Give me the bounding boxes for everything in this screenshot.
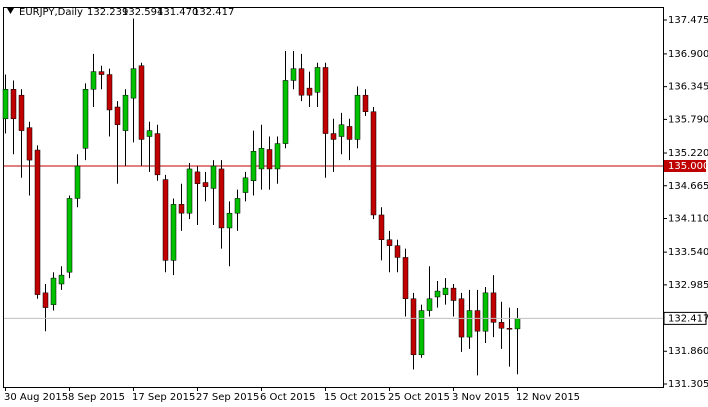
candle-body bbox=[338, 124, 345, 137]
candle-body bbox=[490, 292, 497, 323]
y-tick-label: 137.475 bbox=[668, 15, 708, 26]
y-tick-label: 134.110 bbox=[668, 214, 708, 225]
candle-body bbox=[418, 310, 425, 356]
candle-body bbox=[410, 298, 417, 356]
candle-body bbox=[226, 212, 233, 229]
candle-body bbox=[162, 179, 169, 261]
candle-body bbox=[210, 165, 217, 189]
candle-body bbox=[98, 71, 105, 75]
y-tick-label: 133.540 bbox=[668, 247, 708, 258]
candle-body bbox=[178, 204, 185, 214]
header-open: 132.239 bbox=[87, 7, 128, 18]
candle-body bbox=[194, 171, 201, 184]
last-price-label: 132.417 bbox=[668, 313, 708, 324]
x-tick-label: 25 Oct 2015 bbox=[388, 392, 450, 403]
candle-body bbox=[466, 310, 473, 338]
candle-body bbox=[514, 318, 521, 330]
candle-body bbox=[290, 68, 297, 81]
candle-body bbox=[274, 143, 281, 170]
candle-body bbox=[202, 182, 209, 187]
y-tick-label: 135.220 bbox=[668, 148, 708, 159]
candle-body bbox=[266, 149, 273, 170]
candle-body bbox=[34, 149, 41, 295]
candle-body bbox=[506, 327, 513, 330]
candle-body bbox=[474, 310, 481, 332]
candle-body bbox=[306, 87, 313, 96]
candle-body bbox=[130, 68, 137, 99]
candle-body bbox=[426, 298, 433, 311]
candle-body bbox=[450, 287, 457, 301]
candle-body bbox=[498, 322, 505, 329]
candle-body bbox=[354, 94, 361, 140]
candle-body bbox=[314, 67, 321, 93]
candle-body bbox=[394, 245, 401, 258]
candle-body bbox=[122, 94, 129, 131]
candle-body bbox=[154, 133, 161, 176]
x-tick-label: 17 Sep 2015 bbox=[132, 392, 195, 403]
candle-body bbox=[250, 150, 257, 181]
candle-body bbox=[90, 71, 97, 90]
candle-body bbox=[442, 287, 449, 295]
candle-body bbox=[482, 292, 489, 332]
x-tick-label: 15 Oct 2015 bbox=[324, 392, 386, 403]
candle-body bbox=[10, 89, 17, 120]
x-tick-label: 8 Sep 2015 bbox=[68, 392, 125, 403]
header-close: 132.417 bbox=[193, 7, 234, 18]
header-low: 131.470 bbox=[157, 7, 198, 18]
candle-body bbox=[18, 94, 25, 131]
y-tick-label: 136.345 bbox=[668, 82, 708, 93]
candle-body bbox=[322, 67, 329, 134]
plot-frame bbox=[3, 7, 664, 388]
candle-body bbox=[66, 198, 73, 273]
x-tick-label: 30 Aug 2015 bbox=[4, 392, 68, 403]
y-tick-label: 134.665 bbox=[668, 181, 708, 192]
candle-body bbox=[346, 126, 353, 140]
collapse-icon bbox=[7, 8, 14, 14]
candle-body bbox=[298, 68, 305, 96]
reference-label-box bbox=[664, 159, 706, 172]
candle-body bbox=[26, 127, 33, 161]
header-high: 132.594 bbox=[122, 7, 163, 18]
candle-body bbox=[282, 80, 289, 144]
candle-body bbox=[58, 274, 65, 285]
y-tick-label: 136.900 bbox=[668, 49, 708, 60]
x-tick-label: 6 Oct 2015 bbox=[260, 392, 315, 403]
candle-body bbox=[170, 204, 177, 261]
x-tick-label: 12 Nov 2015 bbox=[516, 392, 580, 403]
candle-body bbox=[146, 130, 153, 137]
candle-body bbox=[362, 94, 369, 112]
candle-body bbox=[42, 292, 49, 308]
chart-title: EURJPY,Daily bbox=[19, 7, 83, 18]
candle-body bbox=[218, 168, 225, 229]
candle-body bbox=[114, 106, 121, 125]
candle-body bbox=[242, 177, 249, 193]
last-price-box bbox=[663, 311, 707, 325]
candle-body bbox=[74, 165, 81, 199]
y-tick-label: 132.985 bbox=[668, 280, 708, 291]
candle-body bbox=[234, 198, 241, 214]
candle-body bbox=[106, 74, 113, 111]
reference-label: 135.000 bbox=[668, 161, 708, 172]
y-tick-label: 131.305 bbox=[668, 379, 708, 390]
candle-body bbox=[258, 148, 265, 170]
candle-body bbox=[434, 290, 441, 298]
candle-body bbox=[402, 257, 409, 299]
candle-body bbox=[50, 277, 57, 305]
y-tick-label: 135.790 bbox=[668, 114, 708, 125]
candle-body bbox=[378, 214, 385, 240]
candle-body bbox=[330, 133, 337, 140]
candle-body bbox=[2, 89, 9, 120]
x-tick-label: 3 Nov 2015 bbox=[452, 392, 510, 403]
candle-body bbox=[138, 65, 145, 140]
y-tick-label: 131.860 bbox=[668, 346, 708, 357]
candle-body bbox=[370, 111, 377, 216]
x-tick-label: 27 Sep 2015 bbox=[196, 392, 259, 403]
candle-body bbox=[386, 239, 393, 246]
candle-body bbox=[82, 89, 89, 149]
candle-body bbox=[186, 168, 193, 214]
